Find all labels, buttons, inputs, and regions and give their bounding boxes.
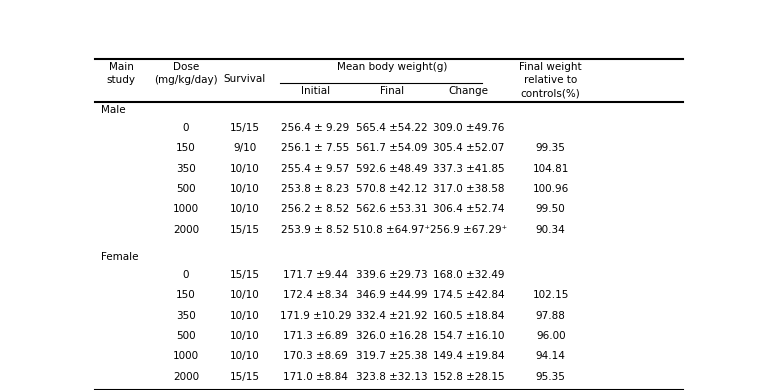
Text: 152.8 ±28.15: 152.8 ±28.15 <box>433 372 504 382</box>
Text: 10/10: 10/10 <box>230 331 260 341</box>
Text: 10/10: 10/10 <box>230 184 260 194</box>
Text: 150: 150 <box>176 143 196 153</box>
Text: 10/10: 10/10 <box>230 290 260 300</box>
Text: 171.7 ±9.44: 171.7 ±9.44 <box>283 270 348 280</box>
Text: 339.6 ±29.73: 339.6 ±29.73 <box>356 270 428 280</box>
Text: 319.7 ±25.38: 319.7 ±25.38 <box>356 351 428 362</box>
Text: 15/15: 15/15 <box>230 270 260 280</box>
Text: 332.4 ±21.92: 332.4 ±21.92 <box>356 310 428 321</box>
Text: 256.1 ± 7.55: 256.1 ± 7.55 <box>282 143 350 153</box>
Text: 9/10: 9/10 <box>233 143 257 153</box>
Text: Main
study: Main study <box>107 62 136 85</box>
Text: 10/10: 10/10 <box>230 163 260 174</box>
Text: 10/10: 10/10 <box>230 204 260 215</box>
Text: 326.0 ±16.28: 326.0 ±16.28 <box>356 331 427 341</box>
Text: 97.88: 97.88 <box>536 310 565 321</box>
Text: 500: 500 <box>176 331 196 341</box>
Text: 317.0 ±38.58: 317.0 ±38.58 <box>433 184 504 194</box>
Text: 306.4 ±52.74: 306.4 ±52.74 <box>433 204 504 215</box>
Text: 570.8 ±42.12: 570.8 ±42.12 <box>356 184 427 194</box>
Text: Mean body weight(g): Mean body weight(g) <box>337 62 447 72</box>
Text: 172.4 ±8.34: 172.4 ±8.34 <box>283 290 348 300</box>
Text: 15/15: 15/15 <box>230 225 260 235</box>
Text: 154.7 ±16.10: 154.7 ±16.10 <box>433 331 504 341</box>
Text: 565.4 ±54.22: 565.4 ±54.22 <box>356 123 428 133</box>
Text: 171.3 ±6.89: 171.3 ±6.89 <box>283 331 348 341</box>
Text: 0: 0 <box>183 270 189 280</box>
Text: 94.14: 94.14 <box>536 351 565 362</box>
Text: 149.4 ±19.84: 149.4 ±19.84 <box>433 351 504 362</box>
Text: 90.34: 90.34 <box>536 225 565 235</box>
Text: 10/10: 10/10 <box>230 351 260 362</box>
Text: 253.9 ± 8.52: 253.9 ± 8.52 <box>282 225 350 235</box>
Text: 592.6 ±48.49: 592.6 ±48.49 <box>356 163 428 174</box>
Text: 500: 500 <box>176 184 196 194</box>
Text: 15/15: 15/15 <box>230 123 260 133</box>
Text: 350: 350 <box>176 163 196 174</box>
Text: 168.0 ±32.49: 168.0 ±32.49 <box>433 270 504 280</box>
Text: Change: Change <box>449 87 488 96</box>
Text: Female: Female <box>101 252 138 262</box>
Text: 170.3 ±8.69: 170.3 ±8.69 <box>283 351 348 362</box>
Text: 10/10: 10/10 <box>230 310 260 321</box>
Text: 95.35: 95.35 <box>536 372 565 382</box>
Text: 323.8 ±32.13: 323.8 ±32.13 <box>356 372 428 382</box>
Text: Final: Final <box>380 87 404 96</box>
Text: 104.81: 104.81 <box>533 163 569 174</box>
Text: 0: 0 <box>183 123 189 133</box>
Text: 1000: 1000 <box>173 204 199 215</box>
Text: 255.4 ± 9.57: 255.4 ± 9.57 <box>282 163 350 174</box>
Text: 171.0 ±8.84: 171.0 ±8.84 <box>283 372 348 382</box>
Text: 2000: 2000 <box>173 372 199 382</box>
Text: 174.5 ±42.84: 174.5 ±42.84 <box>433 290 504 300</box>
Text: 256.9 ±67.29⁺: 256.9 ±67.29⁺ <box>430 225 507 235</box>
Text: 346.9 ±44.99: 346.9 ±44.99 <box>356 290 428 300</box>
Text: Final weight
relative to
controls(%): Final weight relative to controls(%) <box>519 62 582 98</box>
Text: 160.5 ±18.84: 160.5 ±18.84 <box>433 310 504 321</box>
Text: 102.15: 102.15 <box>533 290 569 300</box>
Text: 150: 150 <box>176 290 196 300</box>
Text: 305.4 ±52.07: 305.4 ±52.07 <box>433 143 504 153</box>
Text: 562.6 ±53.31: 562.6 ±53.31 <box>356 204 428 215</box>
Text: 2000: 2000 <box>173 225 199 235</box>
Text: 510.8 ±64.97⁺: 510.8 ±64.97⁺ <box>354 225 430 235</box>
Text: 99.35: 99.35 <box>536 143 565 153</box>
Text: 99.50: 99.50 <box>536 204 565 215</box>
Text: 15/15: 15/15 <box>230 372 260 382</box>
Text: 561.7 ±54.09: 561.7 ±54.09 <box>356 143 427 153</box>
Text: Survival: Survival <box>224 74 266 84</box>
Text: 337.3 ±41.85: 337.3 ±41.85 <box>433 163 504 174</box>
Text: 253.8 ± 8.23: 253.8 ± 8.23 <box>282 184 350 194</box>
Text: 309.0 ±49.76: 309.0 ±49.76 <box>433 123 504 133</box>
Text: 96.00: 96.00 <box>536 331 565 341</box>
Text: 1000: 1000 <box>173 351 199 362</box>
Text: 256.4 ± 9.29: 256.4 ± 9.29 <box>282 123 350 133</box>
Text: Dose
(mg/kg/day): Dose (mg/kg/day) <box>154 62 218 85</box>
Text: 100.96: 100.96 <box>533 184 569 194</box>
Text: 350: 350 <box>176 310 196 321</box>
Text: Initial: Initial <box>301 87 330 96</box>
Text: 256.2 ± 8.52: 256.2 ± 8.52 <box>282 204 350 215</box>
Text: 171.9 ±10.29: 171.9 ±10.29 <box>280 310 351 321</box>
Text: Male: Male <box>101 105 125 115</box>
